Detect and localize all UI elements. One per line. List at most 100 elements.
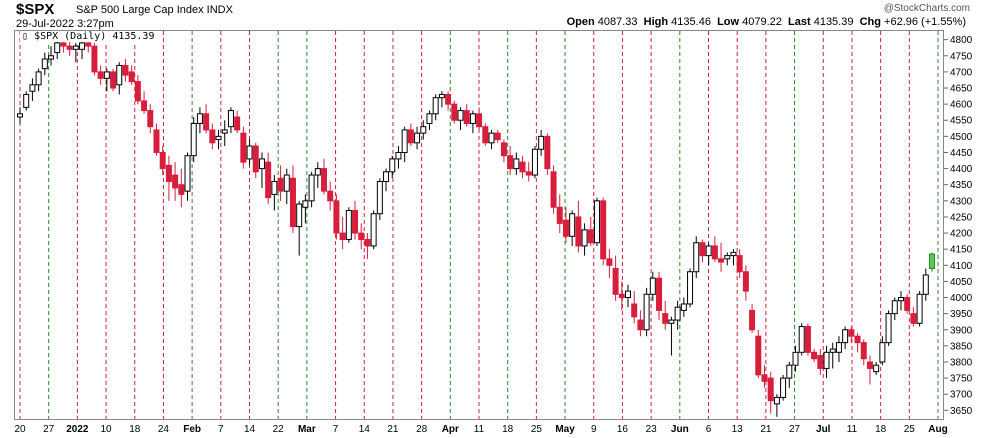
chart-symbol: $SPX: [16, 1, 55, 18]
candle-body: [265, 161, 272, 199]
candle-body: [699, 242, 706, 257]
x-tick-label: 10: [101, 424, 113, 435]
candle-body: [550, 171, 557, 208]
candle-body: [246, 145, 253, 160]
legend-candle-icon: ▯: [22, 31, 29, 42]
open-label: Open: [566, 16, 595, 28]
candle-body: [575, 216, 582, 247]
candle-body: [116, 64, 123, 86]
x-tick-label: 6: [706, 424, 712, 435]
candle-body: [761, 374, 768, 382]
chart-index-name: S&P 500 Large Cap Index INDX: [76, 4, 233, 16]
candle-body: [668, 319, 675, 324]
candle-body: [687, 271, 694, 305]
candle-body: [581, 229, 588, 247]
candle-body: [420, 126, 427, 134]
candle-body: [147, 110, 154, 128]
candle-body: [910, 313, 917, 324]
candle-body: [215, 135, 222, 141]
candle-body: [327, 190, 334, 202]
x-tick-label: 18: [875, 424, 887, 435]
candle-body: [488, 132, 495, 144]
y-tick-label: 4800: [950, 35, 973, 46]
candle-body: [513, 158, 520, 170]
x-tick-label: Jul: [816, 424, 831, 435]
candle-body: [469, 113, 476, 124]
candle-body: [227, 110, 234, 128]
candle-body: [35, 71, 42, 86]
last-value: 4135.39: [813, 16, 854, 28]
candle-body: [662, 313, 669, 324]
candle-body: [153, 129, 160, 153]
x-tick-label: 20: [14, 424, 26, 435]
candle-body: [538, 135, 545, 150]
candle-body: [742, 271, 749, 292]
y-tick-label: 3850: [950, 341, 973, 352]
candle-body: [321, 168, 327, 192]
candle-body: [730, 251, 737, 257]
candle-body: [904, 297, 911, 311]
candle-body: [23, 93, 30, 108]
chg-label: Chg: [859, 16, 881, 28]
candle-body: [705, 245, 712, 257]
candle-body: [798, 326, 805, 353]
x-tick-label: 11: [847, 424, 858, 435]
candle-body: [196, 113, 203, 124]
open-value: 4087.33: [597, 16, 638, 28]
candle-body: [178, 184, 185, 195]
candle-body: [122, 64, 129, 76]
x-tick-label: 27: [43, 424, 55, 435]
candle-body: [190, 122, 197, 157]
candle-body: [271, 180, 278, 195]
candle-body: [736, 255, 743, 273]
candle-body: [333, 200, 340, 234]
candle-body: [593, 200, 600, 244]
x-tick-label: Mar: [298, 424, 316, 435]
low-label: Low: [717, 16, 740, 28]
legend-text: $SPX (Daily) 4135.39: [34, 31, 155, 42]
x-tick-label: Apr: [442, 424, 459, 435]
candle-body: [308, 174, 315, 202]
candle-body: [376, 180, 383, 215]
candle-body: [587, 229, 594, 244]
candle-body: [370, 213, 377, 247]
x-tick-label: 25: [904, 424, 916, 435]
candle-body: [656, 277, 663, 311]
candle-body: [41, 58, 48, 70]
candle-body: [631, 303, 638, 318]
candle-body: [60, 42, 67, 47]
candle-body: [339, 232, 346, 241]
candle-body: [854, 335, 861, 344]
candle-body: [823, 351, 830, 369]
x-tick-label: 2022: [66, 424, 89, 435]
candle-body: [445, 93, 452, 105]
y-tick-label: 4750: [950, 51, 973, 62]
candle-body: [358, 232, 365, 241]
candle-body: [426, 113, 433, 124]
high-label: High: [643, 16, 669, 28]
candle-body: [773, 396, 780, 405]
candle-body: [482, 126, 489, 144]
x-tick-label: Jun: [671, 424, 689, 435]
candle-body: [128, 71, 135, 83]
candle-body: [786, 364, 793, 379]
x-tick-label: 11: [474, 424, 485, 435]
x-tick-label: 14: [244, 424, 256, 435]
candle-body: [221, 129, 228, 134]
x-tick-label: 27: [789, 424, 801, 435]
candle-body: [556, 206, 563, 224]
y-tick-label: 4150: [950, 245, 973, 256]
candle-body: [842, 329, 849, 344]
y-tick-label: 4450: [950, 148, 973, 159]
y-tick-label: 3950: [950, 309, 973, 320]
candle-body: [252, 145, 259, 173]
candle-body: [817, 355, 824, 369]
candle-body: [606, 258, 613, 266]
candle-body: [494, 132, 501, 141]
y-tick-label: 4600: [950, 100, 973, 111]
y-tick-label: 3700: [950, 390, 973, 401]
y-tick-label: 4700: [950, 67, 973, 78]
y-tick-label: 4400: [950, 164, 973, 175]
candle-body: [711, 245, 718, 260]
